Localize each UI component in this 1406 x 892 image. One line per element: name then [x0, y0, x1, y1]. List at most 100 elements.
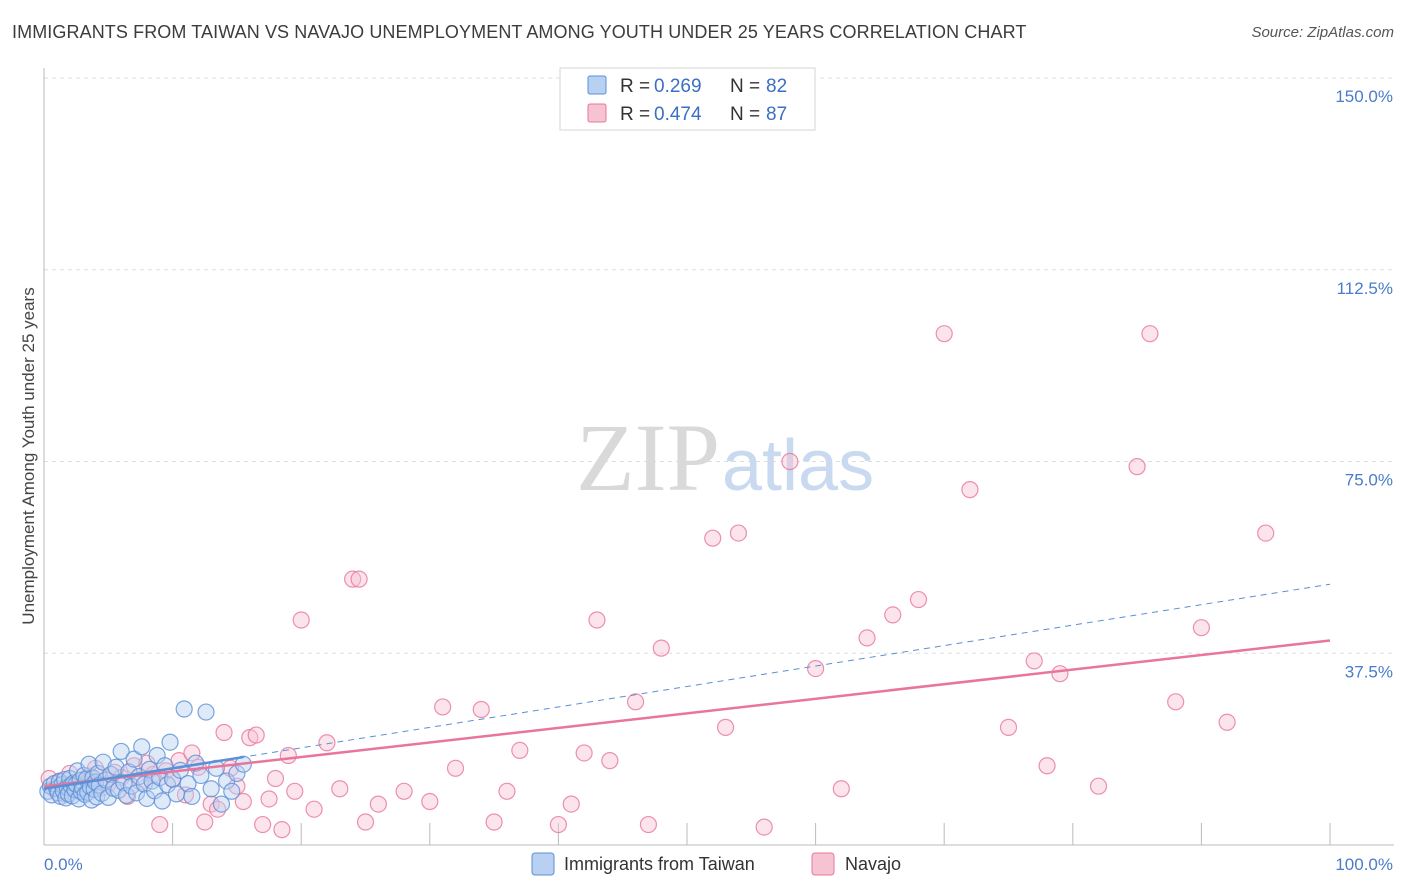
navajo-point-23 — [183, 744, 201, 762]
legend-n-value-1: 87 — [766, 104, 787, 125]
taiwan-trend-line — [43, 583, 1331, 790]
navajo-point-40 — [292, 611, 310, 629]
navajo-point-63 — [652, 639, 670, 657]
navajo-point-71 — [858, 629, 876, 647]
navajo-trend-line — [43, 639, 1331, 788]
y-tick-label-0: 37.5% — [1345, 662, 1393, 681]
tick-labels: 37.5% 75.0% 112.5% 150.0% 0.0% 100.0% — [44, 87, 1393, 874]
x-tick-label-0: 0.0% — [44, 855, 83, 874]
navajo-point-28 — [215, 723, 233, 742]
navajo-point-37 — [273, 821, 291, 839]
taiwan-point-39 — [94, 753, 112, 771]
navajo-point-18 — [151, 815, 169, 834]
navajo-point-83 — [1167, 693, 1185, 711]
watermark-atlas: atlas — [722, 426, 874, 506]
chart-title: IMMIGRANTS FROM TAIWAN VS NAVAJO UNEMPLO… — [12, 22, 1027, 42]
legend-r-value-1: 0.474 — [654, 104, 702, 125]
legend-swatch-navajo — [587, 103, 607, 123]
legend-r-label-0: R = — [620, 76, 650, 97]
navajo-point-59 — [588, 611, 606, 629]
navajo-point-36 — [266, 769, 285, 788]
navajo-point-56 — [549, 815, 568, 834]
legend-swatch-taiwan — [587, 75, 607, 95]
navajo-point-82 — [1141, 325, 1159, 343]
bottom-legend-swatch-taiwan — [531, 852, 555, 876]
gridlines — [44, 77, 1394, 654]
trend-lines — [43, 583, 1331, 790]
navajo-point-48 — [395, 782, 413, 800]
navajo-point-76 — [999, 718, 1018, 736]
navajo-point-33 — [247, 726, 265, 744]
bottom-legend-navajo: Navajo — [845, 854, 901, 874]
taiwan-point-69 — [175, 700, 193, 718]
navajo-point-62 — [639, 815, 658, 834]
navajo-point-61 — [626, 693, 645, 711]
navajo-point-79 — [1051, 665, 1069, 683]
navajo-point-46 — [356, 813, 375, 831]
navajo-point-42 — [318, 734, 336, 752]
navajo-point-34 — [254, 815, 272, 834]
taiwan-trend-solid — [43, 755, 244, 790]
bottom-legend-swatch-navajo — [811, 852, 835, 876]
taiwan-point-31 — [82, 791, 101, 809]
taiwan-point-74 — [197, 703, 215, 721]
legend-n-label-1: N = — [730, 104, 760, 125]
navajo-point-30 — [228, 777, 246, 795]
taiwan-point-79 — [223, 782, 241, 800]
navajo-point-72 — [884, 606, 902, 624]
x-tick-label-1: 100.0% — [1335, 855, 1393, 874]
y-tick-label-2: 112.5% — [1337, 279, 1393, 298]
navajo-point-41 — [305, 800, 323, 818]
navajo-point-65 — [716, 718, 735, 736]
navajo-point-70 — [832, 780, 850, 798]
taiwan-point-70 — [179, 775, 197, 793]
navajo-point-25 — [196, 813, 214, 831]
navajo-point-58 — [575, 744, 593, 762]
navajo-point-60 — [601, 752, 619, 770]
navajo-point-67 — [755, 818, 773, 836]
navajo-point-50 — [434, 698, 452, 716]
navajo-point-47 — [369, 795, 387, 813]
navajo-point-51 — [446, 759, 465, 777]
watermark-zip: ZIP — [576, 404, 720, 511]
axes — [43, 68, 1394, 846]
taiwan-point-51 — [125, 750, 143, 768]
navajo-point-45 — [350, 570, 368, 588]
navajo-point-73 — [909, 590, 928, 609]
navajo-point-77 — [1025, 652, 1043, 670]
navajo-point-81 — [1128, 458, 1146, 476]
navajo-point-74 — [935, 325, 953, 343]
navajo-point-52 — [472, 700, 490, 719]
navajo-point-78 — [1038, 757, 1056, 775]
legend-n-value-0: 82 — [766, 76, 787, 97]
y-axis-label: Unemployment Among Youth under 25 years — [19, 287, 38, 624]
navajo-point-66 — [729, 524, 748, 542]
taiwan-point-54 — [133, 738, 151, 756]
navajo-point-85 — [1218, 713, 1236, 731]
taiwan-point-71 — [183, 787, 201, 806]
navajo-point-39 — [286, 782, 304, 800]
navajo-point-64 — [704, 529, 722, 547]
navajo-point-55 — [511, 741, 529, 760]
taiwan-point-62 — [153, 792, 171, 810]
navajo-point-69 — [806, 659, 825, 678]
taiwan-point-29 — [80, 755, 98, 773]
taiwan-point-48 — [117, 786, 135, 805]
navajo-point-57 — [562, 795, 580, 813]
taiwan-point-65 — [161, 733, 179, 751]
legend-r-label-1: R = — [620, 104, 650, 125]
navajo-point-22 — [176, 786, 195, 804]
navajo-point-31 — [234, 792, 252, 811]
y-tick-label-1: 75.0% — [1345, 471, 1393, 490]
top-legend: R = 0.269 N = 82 R = 0.474 N = 87 — [559, 67, 816, 131]
source-label: Source: ZipAtlas.com — [1251, 24, 1394, 41]
navajo-point-84 — [1192, 619, 1211, 637]
navajo-point-68 — [781, 452, 799, 471]
navajo-point-75 — [961, 481, 979, 499]
legend-n-label-0: N = — [730, 76, 760, 97]
y-tick-label-3: 150.0% — [1335, 87, 1393, 106]
navajo-point-53 — [485, 813, 503, 831]
navajo-point-54 — [498, 782, 516, 800]
bottom-legend-taiwan: Immigrants from Taiwan — [564, 854, 755, 874]
